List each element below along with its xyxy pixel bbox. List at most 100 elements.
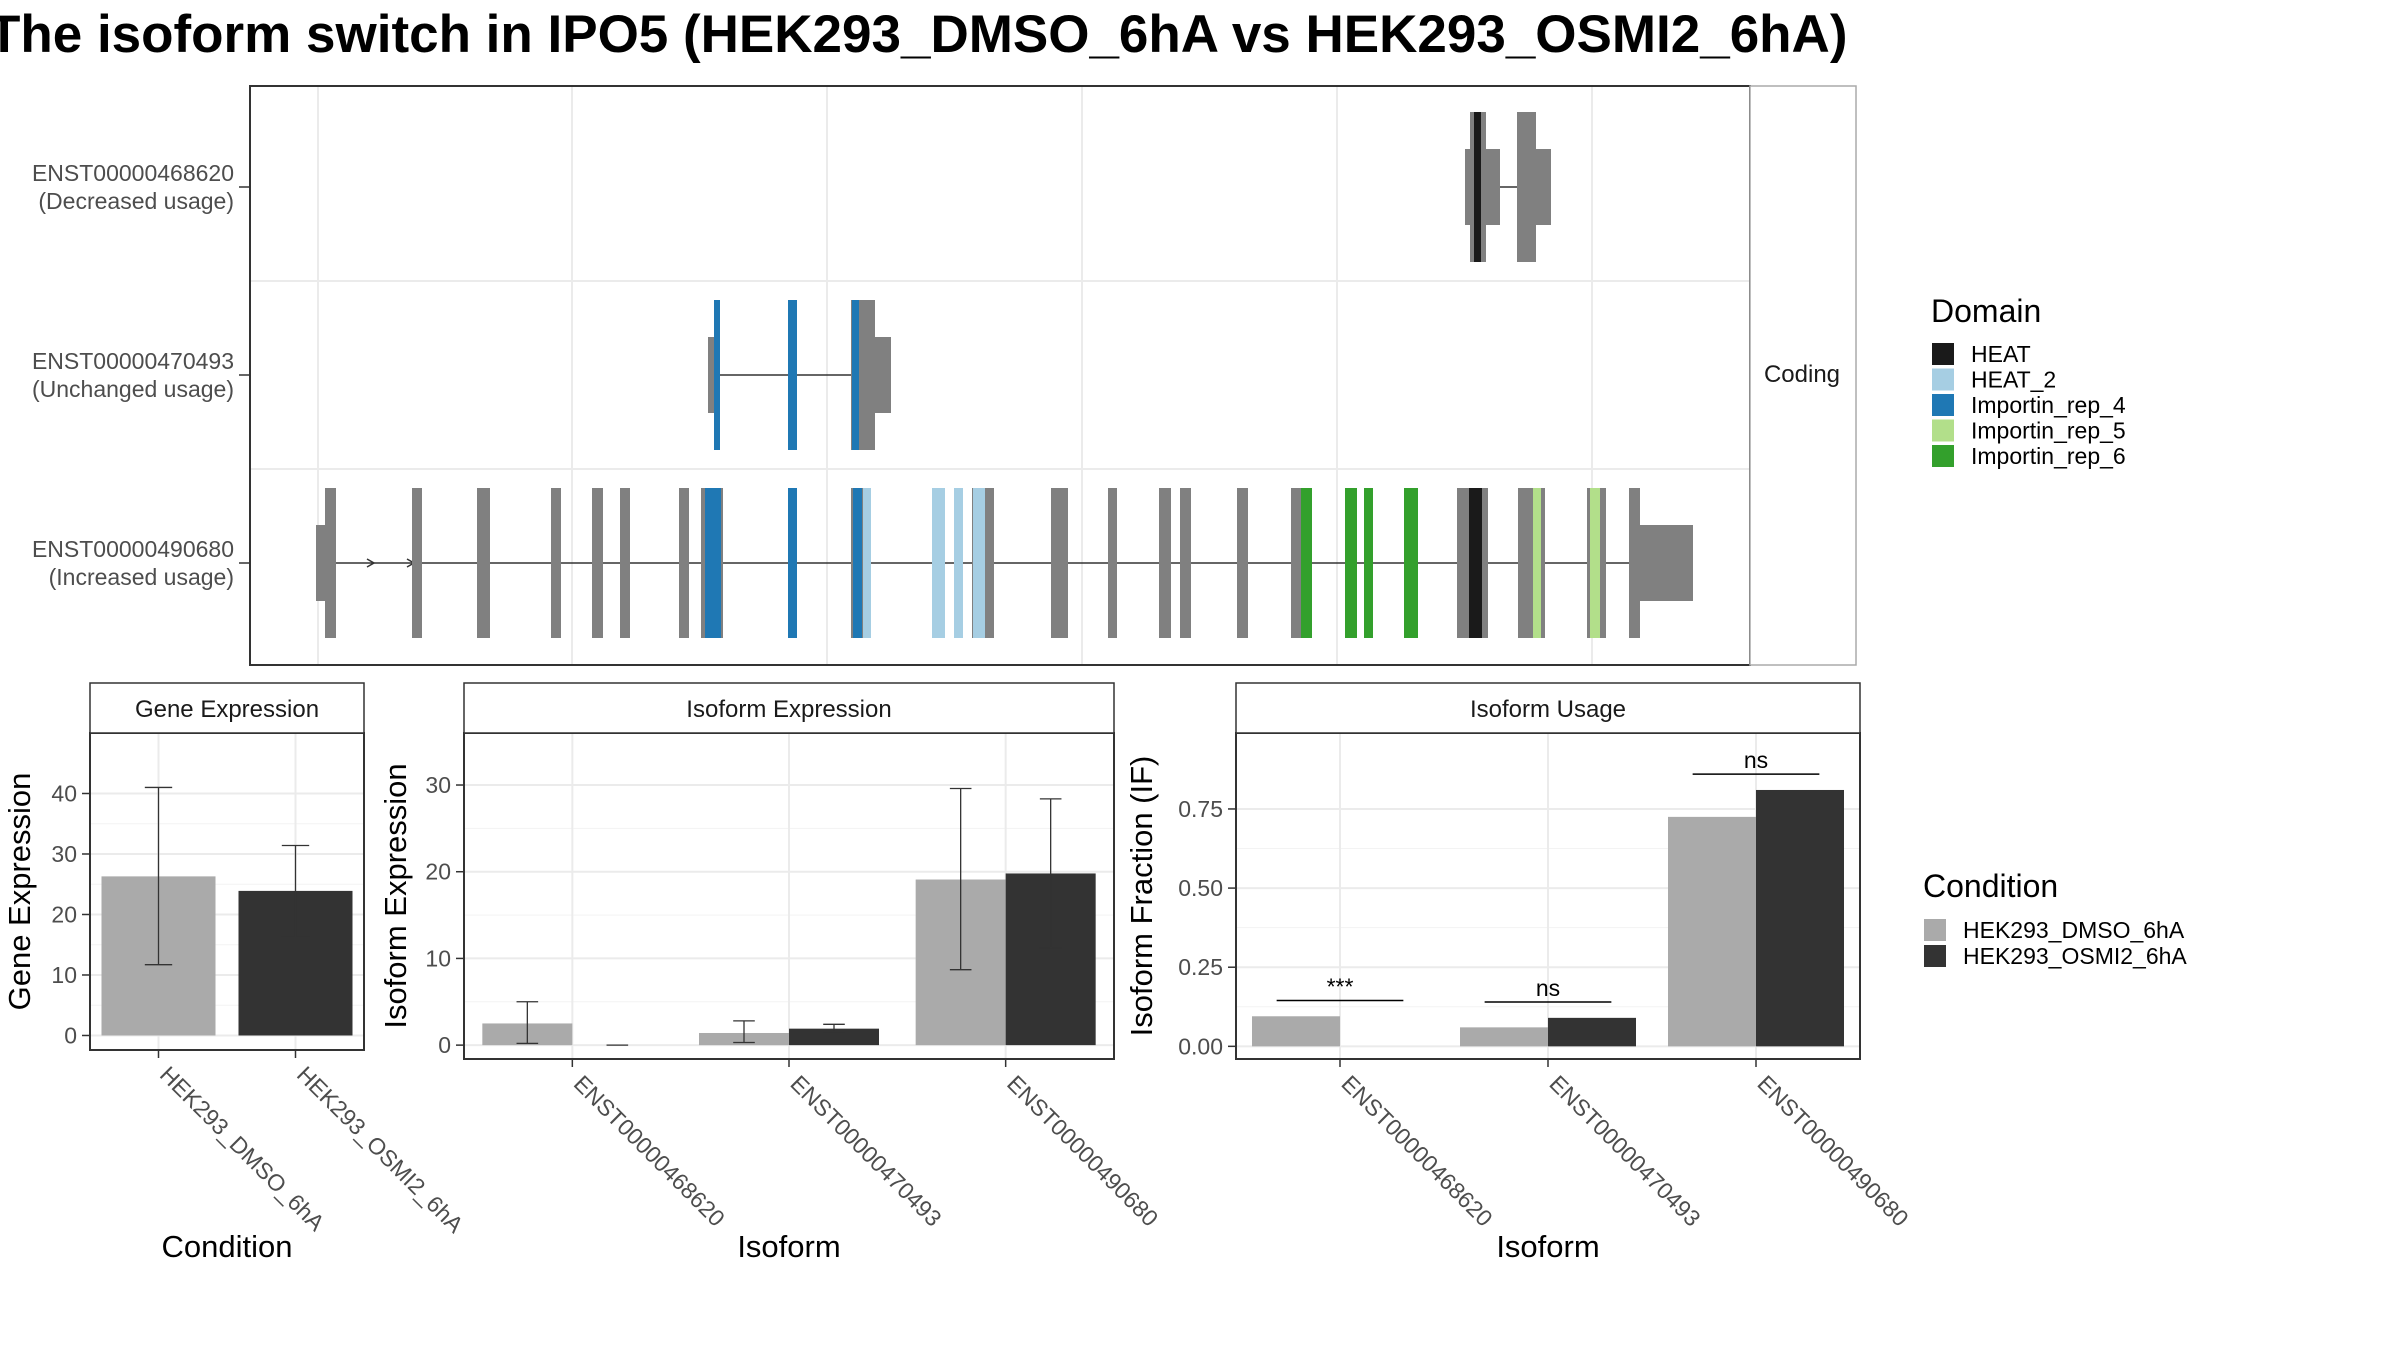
domain-block bbox=[1533, 488, 1541, 638]
panel-strip bbox=[463, 682, 1115, 734]
transcript-id-label: ENST00000468620 bbox=[32, 160, 234, 186]
x-tick-label: ENST00000490680 bbox=[1752, 1070, 1913, 1231]
transcript-tracks bbox=[316, 112, 1693, 638]
significance-label: ns bbox=[1536, 975, 1560, 1001]
transcript-track-ENST00000468620 bbox=[1465, 112, 1551, 262]
domain-legend-swatch bbox=[1932, 419, 1954, 442]
x-axis-title: Isoform bbox=[1496, 1229, 1599, 1264]
condition-legend-label: HEK293_OSMI2_6hA bbox=[1963, 943, 2187, 969]
isoform-usage-panel: *** ns ns Isoform Usage 0.00 0.25 0.50 0.75 ENST… bbox=[1124, 682, 1914, 1264]
panel-strip bbox=[1235, 682, 1861, 734]
exon-block bbox=[1159, 488, 1171, 638]
domain-legend-title: Domain bbox=[1931, 293, 2041, 329]
isoform-expression-panel: Isoform Expression 0 10 20 30 ENST00000468620… bbox=[378, 682, 1163, 1264]
domain-block bbox=[932, 488, 945, 638]
x-axis-title: Condition bbox=[162, 1229, 293, 1264]
domain-block bbox=[863, 488, 871, 638]
x-tick-label: ENST00000468620 bbox=[569, 1070, 730, 1231]
domain-legend-swatch bbox=[1932, 445, 1954, 467]
exon-block bbox=[1536, 149, 1551, 225]
panel-title: Isoform Expression bbox=[686, 696, 891, 723]
x-axis-title: Isoform bbox=[737, 1229, 840, 1264]
error-bar bbox=[949, 787, 972, 971]
y-tick-label: 0.00 bbox=[1178, 1033, 1223, 1059]
y-tick-label: 0.75 bbox=[1178, 796, 1223, 822]
domain-block bbox=[714, 300, 720, 450]
transcript-labels: ENST00000468620(Decreased usage) ENST0000… bbox=[32, 160, 250, 590]
x-tick-label: ENST00000470493 bbox=[785, 1070, 946, 1231]
structure-gridlines bbox=[250, 86, 1750, 665]
domain-block bbox=[1364, 488, 1373, 638]
y-tick-label: 0.50 bbox=[1178, 875, 1223, 901]
exon-block bbox=[551, 488, 561, 638]
exon-block bbox=[1108, 488, 1117, 638]
error-bar bbox=[1039, 798, 1062, 949]
exon-block bbox=[477, 488, 490, 638]
exon-block bbox=[708, 337, 717, 413]
domain-legend-label: HEAT_2 bbox=[1971, 367, 2056, 393]
transcript-usage-label: (Unchanged usage) bbox=[32, 376, 234, 402]
bar bbox=[1668, 816, 1756, 1047]
transcript-track-ENST00000490680 bbox=[316, 488, 1693, 638]
error-bar bbox=[823, 1023, 845, 1033]
y-axis-title: Gene Expression bbox=[2, 773, 37, 1011]
x-tick-label: ENST00000468620 bbox=[1336, 1070, 1497, 1231]
panel-title: Gene Expression bbox=[135, 696, 319, 723]
y-tick-label: 0.25 bbox=[1178, 954, 1223, 980]
exon-block bbox=[316, 525, 326, 601]
domain-block bbox=[973, 488, 985, 638]
exon-block bbox=[1640, 525, 1693, 601]
transcript-id-label: ENST00000470493 bbox=[32, 348, 234, 374]
domain-block bbox=[1590, 488, 1600, 638]
condition-legend-swatch bbox=[1924, 945, 1946, 967]
bar bbox=[1252, 1016, 1340, 1047]
panel-title: Isoform Usage bbox=[1470, 696, 1626, 723]
bar bbox=[1548, 1017, 1636, 1047]
exon-block bbox=[412, 488, 422, 638]
exon-block bbox=[620, 488, 630, 638]
exon-block bbox=[1051, 488, 1068, 638]
domain-block bbox=[1469, 488, 1482, 638]
significance-label: ns bbox=[1744, 747, 1768, 773]
y-tick-label: 0 bbox=[438, 1032, 451, 1058]
exon-block bbox=[592, 488, 603, 638]
y-tick-label: 10 bbox=[51, 962, 77, 988]
domain-block bbox=[788, 488, 797, 638]
exon-block bbox=[325, 488, 336, 638]
exon-block bbox=[679, 488, 689, 638]
domain-legend-label: HEAT bbox=[1971, 341, 2031, 367]
significance-label: *** bbox=[1327, 973, 1354, 999]
exon-block bbox=[875, 337, 891, 413]
domain-block bbox=[1404, 488, 1418, 638]
bar bbox=[789, 1028, 879, 1046]
x-tick-label: ENST00000470493 bbox=[1544, 1070, 1705, 1231]
y-tick-label: 10 bbox=[425, 945, 451, 971]
domain-block bbox=[954, 488, 963, 638]
structure-facet-strip bbox=[1749, 85, 1857, 666]
y-tick-label: 0 bbox=[64, 1022, 77, 1048]
transcript-usage-label: (Increased usage) bbox=[49, 564, 234, 590]
y-tick-label: 40 bbox=[51, 780, 77, 806]
bar bbox=[1756, 789, 1844, 1047]
domain-block bbox=[853, 488, 862, 638]
domain-legend: Domain HEATHEAT_2Importin_rep_4Importin_… bbox=[1931, 293, 2126, 469]
error-bar bbox=[281, 844, 310, 938]
domain-block bbox=[852, 300, 859, 450]
exon-block bbox=[1629, 488, 1640, 638]
exon-block bbox=[862, 300, 875, 450]
domain-legend-swatch bbox=[1932, 368, 1954, 391]
exon-block bbox=[1237, 488, 1248, 638]
y-tick-label: 30 bbox=[425, 772, 451, 798]
y-axis-title: Isoform Expression bbox=[378, 763, 413, 1028]
domain-block bbox=[1474, 112, 1481, 262]
y-tick-label: 30 bbox=[51, 841, 77, 867]
y-tick-label: 20 bbox=[425, 859, 451, 885]
domain-legend-swatch bbox=[1932, 343, 1954, 365]
structure-facet-label: Coding bbox=[1764, 361, 1840, 388]
exon-block bbox=[1517, 112, 1536, 262]
domain-block bbox=[1345, 488, 1357, 638]
domain-legend-label: Importin_rep_4 bbox=[1971, 392, 2126, 418]
transcript-usage-label: (Decreased usage) bbox=[38, 188, 234, 214]
exon-block bbox=[1180, 488, 1191, 638]
condition-legend-swatch bbox=[1924, 919, 1946, 941]
